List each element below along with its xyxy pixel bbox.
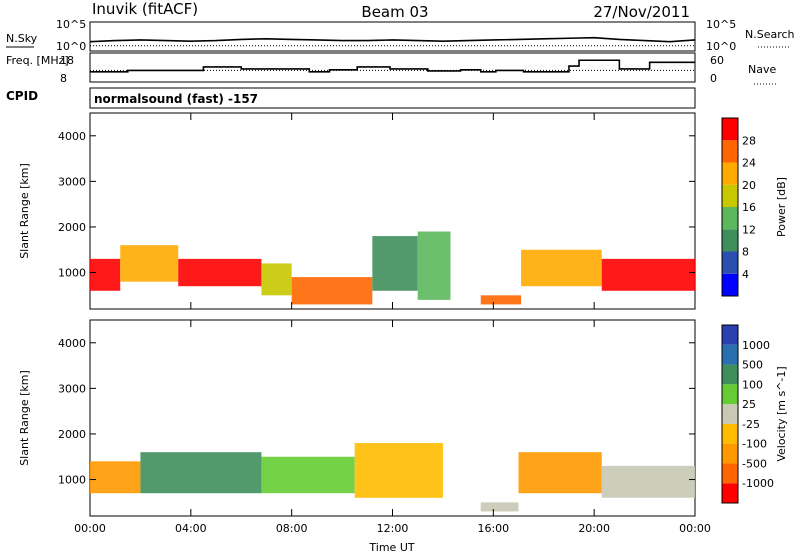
velocity-x-tick-label: 16:00 <box>477 522 509 535</box>
velocity-x-tick-label: 04:00 <box>175 522 207 535</box>
power-band <box>178 258 262 287</box>
velocity-band <box>601 465 695 498</box>
frequency-right-label: Nave <box>748 63 776 76</box>
power-band <box>417 231 451 300</box>
frequency-right-tick-bottom: 0 <box>710 72 717 85</box>
velocity-colorbar-tick: 1000 <box>742 339 770 352</box>
velocity-x-tick-label: 00:00 <box>74 522 106 535</box>
power-y-tick-label: 3000 <box>58 175 86 188</box>
velocity-panel: 1000 2000 3000 4000 00:00 04:00 08:00 12:00 16:0… <box>18 319 788 535</box>
power-colorbar-segment <box>722 207 738 230</box>
power-band <box>261 263 292 296</box>
noise-left-tick-bottom: 10^0 <box>56 40 86 53</box>
power-band <box>90 258 121 291</box>
power-colorbar-tick: 4 <box>742 268 749 281</box>
power-colorbar-segment <box>722 251 738 274</box>
velocity-x-tick-label: 00:00 <box>679 522 711 535</box>
frequency-frame <box>89 52 696 83</box>
velocity-colorbar-tick: -100 <box>742 438 767 451</box>
power-panel: 1000 2000 3000 4000 Slant Range [km] 28 24 20 16… <box>18 112 788 310</box>
velocity-colorbar-segment <box>722 463 738 484</box>
power-colorbar-tick: 24 <box>742 157 756 170</box>
power-colorbar-segment <box>722 118 738 141</box>
velocity-x-tick-label: 20:00 <box>578 522 610 535</box>
power-band <box>601 258 695 291</box>
frequency-right-tick-top: 60 <box>710 54 724 67</box>
noise-left-tick-top: 10^5 <box>56 18 86 31</box>
power-colorbar-tick: 16 <box>742 201 756 214</box>
velocity-colorbar-tick: 25 <box>742 398 756 411</box>
noise-right-label: N.Search <box>745 28 795 41</box>
noise-right-tick-top: 10^5 <box>706 18 736 31</box>
velocity-colorbar-segment <box>722 364 738 385</box>
power-colorbar-tick: 12 <box>742 223 756 236</box>
velocity-colorbar-tick: -25 <box>742 418 760 431</box>
mode-label: normalsound (fast) -157 <box>94 92 258 106</box>
velocity-colorbar-segment <box>722 483 738 503</box>
velocity-y-tick-label: 3000 <box>58 382 86 395</box>
frequency-panel: Freq. [MHz] 18 8 60 0 Nave <box>6 52 778 85</box>
power-band <box>372 236 418 291</box>
velocity-colorbar-segment <box>722 325 738 345</box>
power-colorbar-tick: 20 <box>742 179 756 192</box>
power-colorbar-segment <box>722 162 738 185</box>
velocity-y-tick-label: 2000 <box>58 428 86 441</box>
velocity-y-tick-label: 1000 <box>58 474 86 487</box>
noise-panel: N.Sky 10^5 10^0 10^5 10^0 N.Search <box>6 18 795 53</box>
velocity-colorbar-tick: -1000 <box>742 477 774 490</box>
velocity-colorbar-tick: 100 <box>742 378 763 391</box>
power-y-axis-label: Slant Range [km] <box>18 163 31 259</box>
power-y-tick-label: 1000 <box>58 267 86 280</box>
power-colorbar-segment <box>722 140 738 163</box>
velocity-y-axis-label: Slant Range [km] <box>18 370 31 466</box>
power-colorbar-tick: 28 <box>742 134 756 147</box>
velocity-colorbar-segment <box>722 384 738 405</box>
velocity-colorbar-segment <box>722 404 738 424</box>
power-y-tick-label: 2000 <box>58 221 86 234</box>
power-colorbar-segment <box>722 184 738 207</box>
noise-series-0 <box>89 36 696 43</box>
velocity-band <box>261 456 355 494</box>
cpid-frame <box>89 87 696 109</box>
power-colorbar-frame <box>721 117 739 297</box>
velocity-x-tick-label: 08:00 <box>276 522 308 535</box>
power-band <box>120 245 179 282</box>
power-band <box>291 277 373 305</box>
velocity-colorbar-label: Velocity [m s^-1] <box>775 366 788 461</box>
power-colorbar-tick: 8 <box>742 246 749 259</box>
date-title: 27/Nov/2011 <box>593 3 690 21</box>
velocity-y-tick-label: 4000 <box>58 337 86 350</box>
velocity-band <box>480 502 519 512</box>
power-colorbar-segment <box>722 273 738 296</box>
time-axis-label: Time UT <box>368 541 414 554</box>
power-y-tick-label: 4000 <box>58 130 86 143</box>
power-band <box>521 249 602 287</box>
velocity-band <box>518 452 602 494</box>
velocity-band <box>140 452 262 494</box>
power-band <box>480 295 522 305</box>
frequency-left-tick-bottom: 8 <box>60 72 67 85</box>
velocity-colorbar-tick: -500 <box>742 457 767 470</box>
frequency-series-0 <box>90 59 695 73</box>
station-title: Inuvik (fitACF) <box>92 0 198 18</box>
cpid-label: CPID <box>6 89 38 103</box>
power-colorbar-segment <box>722 229 738 252</box>
cpid-row: CPID normalsound (fast) -157 <box>6 87 696 109</box>
frequency-left-label: Freq. [MHz] <box>6 54 69 67</box>
velocity-colorbar-tick: 500 <box>742 359 763 372</box>
noise-right-tick-bottom: 10^0 <box>706 40 736 53</box>
noise-left-label: N.Sky <box>6 32 38 45</box>
velocity-colorbar-frame <box>721 324 739 504</box>
noise-frame <box>89 21 696 52</box>
velocity-band <box>90 461 141 494</box>
velocity-x-tick-label: 12:00 <box>377 522 409 535</box>
velocity-colorbar-segment <box>722 443 738 464</box>
velocity-band <box>354 443 443 498</box>
velocity-colorbar-segment <box>722 344 738 365</box>
frequency-left-tick-top: 18 <box>60 54 74 67</box>
velocity-colorbar-segment <box>722 423 738 444</box>
power-colorbar-label: Power [dB] <box>775 177 788 237</box>
beam-title: Beam 03 <box>361 3 428 21</box>
